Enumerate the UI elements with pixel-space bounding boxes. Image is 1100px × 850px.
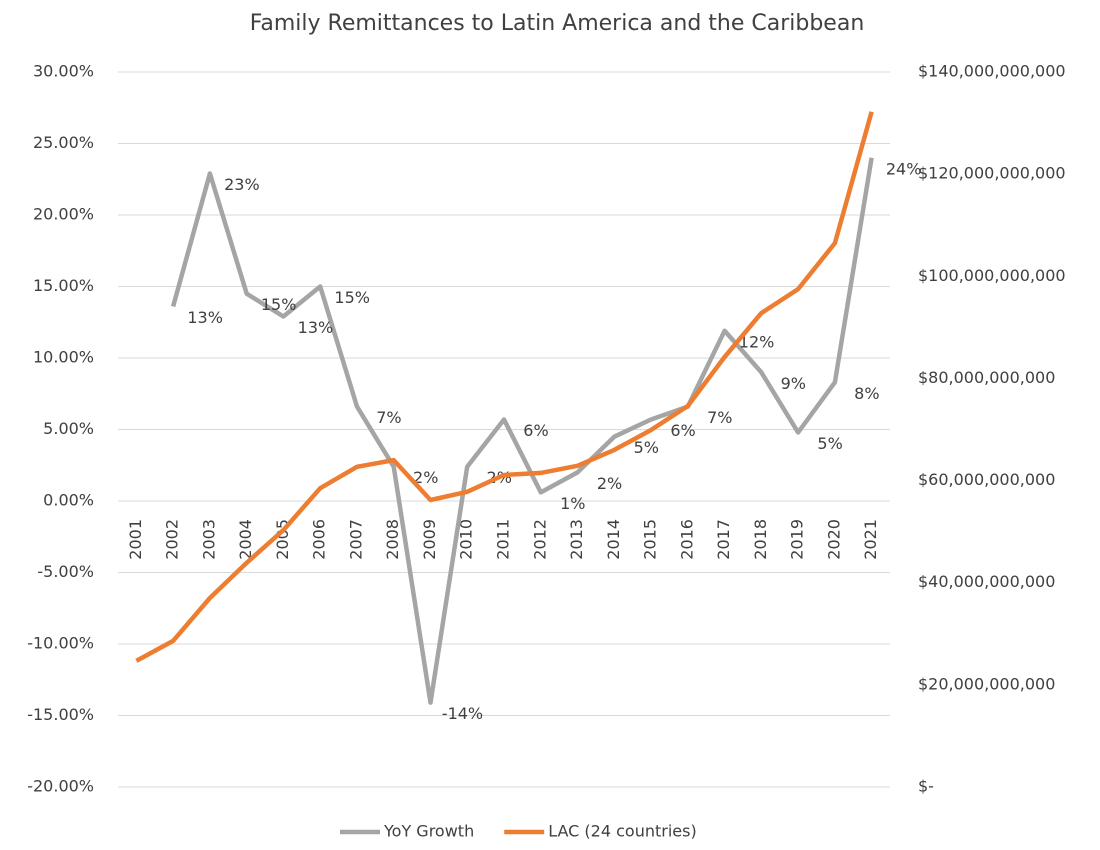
x-tick-label: 2010 bbox=[457, 519, 476, 560]
y-tick-label: 5.00% bbox=[43, 419, 94, 438]
data-label: 5% bbox=[817, 434, 842, 453]
y2-tick-label: $40,000,000,000 bbox=[918, 572, 1055, 591]
chart-title: Family Remittances to Latin America and … bbox=[250, 11, 865, 36]
x-tick-label: 2007 bbox=[346, 519, 365, 560]
data-label: 2% bbox=[597, 474, 622, 493]
data-label: -14% bbox=[442, 704, 483, 723]
data-label: 6% bbox=[670, 421, 695, 440]
y-tick-label: 15.00% bbox=[33, 276, 94, 295]
x-tick-label: 2019 bbox=[788, 519, 807, 560]
x-tick-label: 2008 bbox=[383, 519, 402, 560]
x-tick-label: 2017 bbox=[714, 519, 733, 560]
y2-tick-label: $20,000,000,000 bbox=[918, 674, 1055, 693]
x-tick-label: 2020 bbox=[824, 519, 843, 560]
data-label: 8% bbox=[854, 384, 879, 403]
x-tick-label: 2002 bbox=[163, 519, 182, 560]
data-label: 13% bbox=[187, 308, 223, 327]
x-tick-label: 2015 bbox=[641, 519, 660, 560]
y-tick-label: 25.00% bbox=[33, 133, 94, 152]
data-label: 6% bbox=[523, 421, 548, 440]
x-tick-label: 2014 bbox=[604, 519, 623, 560]
y-tick-label: 30.00% bbox=[33, 62, 94, 81]
x-tick-label: 2021 bbox=[861, 519, 880, 560]
x-tick-label: 2012 bbox=[530, 519, 549, 560]
data-label: 12% bbox=[739, 332, 775, 351]
y2-tick-label: $120,000,000,000 bbox=[918, 164, 1066, 183]
y-tick-label: -15.00% bbox=[27, 705, 94, 724]
x-tick-label: 2004 bbox=[236, 519, 255, 560]
x-tick-label: 2018 bbox=[751, 519, 770, 560]
y2-tick-label: $80,000,000,000 bbox=[918, 368, 1055, 387]
x-tick-label: 2009 bbox=[420, 519, 439, 560]
y-tick-label: 20.00% bbox=[33, 205, 94, 224]
y2-tick-label: $60,000,000,000 bbox=[918, 470, 1055, 489]
x-tick-label: 2006 bbox=[310, 519, 329, 560]
y2-tick-label: $100,000,000,000 bbox=[918, 266, 1066, 285]
y2-tick-label: $140,000,000,000 bbox=[918, 62, 1066, 81]
y-tick-label: 0.00% bbox=[43, 491, 94, 510]
x-tick-label: 2013 bbox=[567, 519, 586, 560]
y-tick-label: -20.00% bbox=[27, 777, 94, 796]
data-label: 24% bbox=[886, 159, 922, 178]
x-tick-label: 2001 bbox=[126, 519, 145, 560]
data-label: 9% bbox=[781, 374, 806, 393]
y-tick-label: -10.00% bbox=[27, 634, 94, 653]
data-label: 7% bbox=[707, 408, 732, 427]
y-tick-label: -5.00% bbox=[37, 562, 94, 581]
y-tick-label: 10.00% bbox=[33, 348, 94, 367]
data-label: 7% bbox=[376, 408, 401, 427]
x-tick-label: 2016 bbox=[677, 519, 696, 560]
x-tick-label: 2011 bbox=[494, 519, 513, 560]
data-label: 13% bbox=[298, 318, 334, 337]
data-label: 15% bbox=[261, 295, 297, 314]
legend-label: YoY Growth bbox=[383, 822, 474, 841]
y2-tick-label: $- bbox=[918, 777, 934, 796]
data-label: 5% bbox=[634, 438, 659, 457]
data-label: 15% bbox=[334, 288, 370, 307]
data-label: 1% bbox=[560, 494, 585, 513]
x-tick-label: 2003 bbox=[199, 519, 218, 560]
legend-label: LAC (24 countries) bbox=[548, 822, 696, 841]
series-line bbox=[135, 111, 874, 663]
data-label: 23% bbox=[224, 175, 260, 194]
data-label: 2% bbox=[413, 468, 438, 487]
series-line bbox=[170, 157, 874, 705]
